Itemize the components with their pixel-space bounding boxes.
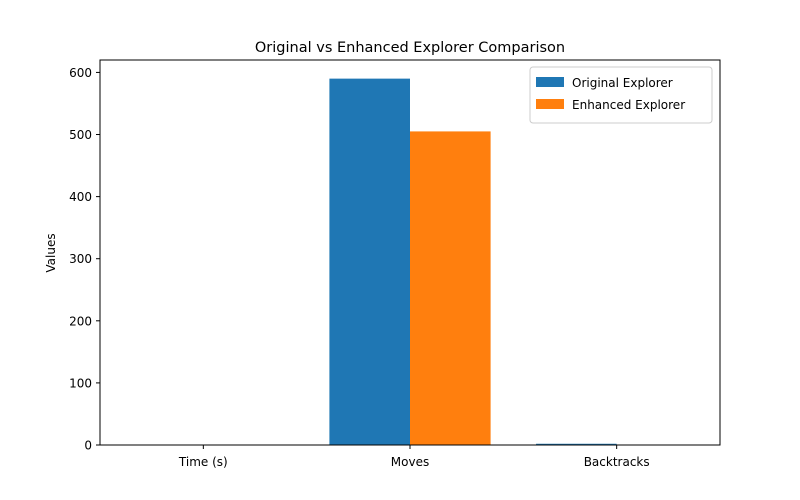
- legend-swatch: [536, 77, 564, 87]
- bar-original-explorer-2: [536, 443, 617, 445]
- x-tick-label: Time (s): [178, 455, 228, 469]
- x-axis-ticks: Time (s) Moves Backtracks: [178, 445, 650, 469]
- y-tick-label: 500: [69, 128, 92, 142]
- plot-frame: [99, 59, 721, 446]
- legend-box: [529, 66, 713, 124]
- y-tick-label: 300: [69, 252, 92, 266]
- y-tick-label: 600: [69, 66, 92, 80]
- y-tick-label: 0: [84, 439, 92, 453]
- bar-original-explorer-1: [329, 78, 410, 446]
- legend-label: Enhanced Explorer: [572, 98, 685, 112]
- bars-layer: [122, 78, 617, 446]
- y-axis-label: Values: [44, 233, 58, 272]
- y-tick-label: 100: [69, 376, 92, 390]
- x-tick-label: Backtracks: [584, 455, 650, 469]
- bar-enhanced-explorer-1: [410, 131, 491, 445]
- x-tick-label: Moves: [391, 455, 429, 469]
- y-tick-label: 200: [69, 314, 92, 328]
- y-axis-ticks: 0 100 200 300 400 500 600: [69, 66, 100, 453]
- legend: Original Explorer Enhanced Explorer: [529, 66, 713, 124]
- legend-swatch: [536, 99, 564, 109]
- chart-title: Original vs Enhanced Explorer Comparison: [255, 40, 565, 56]
- y-tick-label: 400: [69, 190, 92, 204]
- legend-label: Original Explorer: [572, 76, 673, 90]
